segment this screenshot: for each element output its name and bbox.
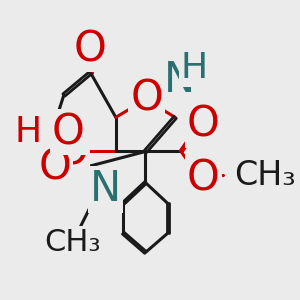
Text: O: O	[187, 157, 220, 199]
Text: N: N	[90, 169, 121, 211]
Text: O: O	[52, 111, 85, 153]
Text: H: H	[181, 51, 208, 85]
Text: CH₃: CH₃	[235, 159, 296, 192]
Text: O: O	[187, 104, 220, 146]
Text: CH₃: CH₃	[44, 227, 101, 256]
Text: O: O	[56, 132, 88, 174]
Text: N: N	[164, 59, 195, 101]
Text: H: H	[14, 115, 42, 149]
Text: O: O	[74, 28, 107, 70]
Text: O: O	[130, 77, 164, 119]
Text: O: O	[38, 147, 71, 189]
